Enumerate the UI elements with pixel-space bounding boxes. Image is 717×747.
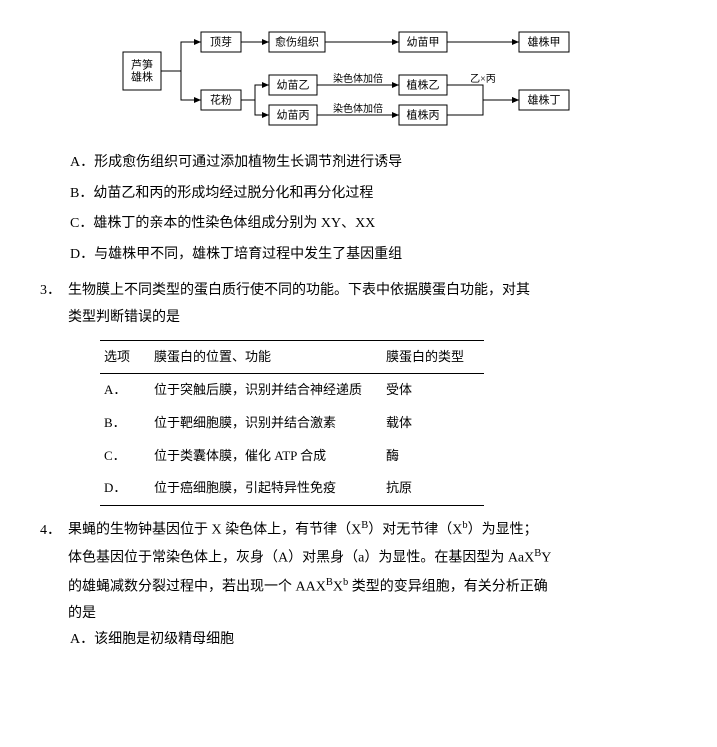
svg-text:植株丙: 植株丙 [406, 108, 439, 122]
svg-text:幼苗乙: 幼苗乙 [276, 79, 309, 92]
svg-text:花粉: 花粉 [210, 94, 232, 107]
svg-text:顶芽: 顶芽 [210, 35, 232, 49]
flowchart-diagram: 芦笋雄株顶芽花粉愈伤组织幼苗乙幼苗丙幼苗甲植株乙植株丙雄株甲雄株丁染色体加倍染色… [40, 20, 677, 130]
question-4: 4．果蝇的生物钟基因位于 X 染色体上，有节律（XB）对无节律（Xb）为显性； … [40, 516, 677, 654]
q4-option-a: A．该细胞是初级精母细胞 [70, 627, 677, 654]
svg-text:染色体加倍: 染色体加倍 [333, 102, 383, 115]
option-c-text: 雄株丁的亲本的性染色体组成分别为 XY、XX [93, 216, 375, 231]
sup-B3: B [326, 577, 333, 588]
table-row: A．位于突触后膜，识别并结合神经递质受体 [100, 374, 484, 407]
option-d-text: 与雄株甲不同，雄株丁培育过程中发生了基因重组 [94, 247, 402, 262]
q3-stem: 3．生物膜上不同类型的蛋白质行使不同的功能。下表中依据膜蛋白功能，对其 [40, 278, 677, 305]
table-row: B．位于靶细胞膜，识别并结合激素载体 [100, 407, 484, 440]
q4-line2: 体色基因位于常染色体上，灰身（A）对黑身（a）为显性。在基因型为 AaXBY [68, 544, 677, 572]
option-b: B．幼苗乙和丙的形成均经过脱分化和再分化过程 [70, 181, 677, 208]
q3-num: 3． [40, 278, 68, 305]
option-a-text: 形成愈伤组织可通过添加植物生长调节剂进行诱导 [94, 155, 402, 170]
th-function: 膜蛋白的位置、功能 [150, 340, 382, 374]
table-row: C．位于类囊体膜，催化 ATP 合成酶 [100, 440, 484, 473]
svg-text:雄株丁: 雄株丁 [527, 93, 560, 107]
svg-text:芦笋: 芦笋 [131, 58, 153, 72]
q4-line4: 的是 [68, 601, 677, 628]
option-c: C．雄株丁的亲本的性染色体组成分别为 XY、XX [70, 211, 677, 238]
question-3: 3．生物膜上不同类型的蛋白质行使不同的功能。下表中依据膜蛋白功能，对其 类型判断… [40, 278, 677, 506]
svg-text:雄株: 雄株 [131, 70, 153, 84]
svg-text:幼苗丙: 幼苗丙 [276, 109, 309, 122]
svg-text:植株乙: 植株乙 [406, 78, 439, 92]
option-b-text: 幼苗乙和丙的形成均经过脱分化和再分化过程 [93, 186, 373, 201]
q4-num: 4． [40, 518, 68, 545]
svg-text:染色体加倍: 染色体加倍 [333, 72, 383, 85]
svg-text:雄株甲: 雄株甲 [527, 35, 560, 49]
svg-text:幼苗甲: 幼苗甲 [406, 36, 439, 49]
svg-text:愈伤组织: 愈伤组织 [275, 35, 319, 49]
q2-options: A．形成愈伤组织可通过添加植物生长调节剂进行诱导 B．幼苗乙和丙的形成均经过脱分… [70, 150, 677, 268]
membrane-protein-table: 选项 膜蛋白的位置、功能 膜蛋白的类型 A．位于突触后膜，识别并结合神经递质受体… [100, 340, 484, 506]
option-d: D．与雄株甲不同，雄株丁培育过程中发生了基因重组 [70, 242, 677, 269]
table-header-row: 选项 膜蛋白的位置、功能 膜蛋白的类型 [100, 340, 484, 374]
q4-option-a-text: 该细胞是初级精母细胞 [94, 632, 234, 647]
th-type: 膜蛋白的类型 [382, 340, 484, 374]
q3-stem-l1: 生物膜上不同类型的蛋白质行使不同的功能。下表中依据膜蛋白功能，对其 [68, 283, 530, 298]
q4-line3: 的雄蝇减数分裂过程中，若出现一个 AAXBXb 类型的变异组胞，有关分析正确 [68, 573, 677, 601]
q4-line1: 4．果蝇的生物钟基因位于 X 染色体上，有节律（XB）对无节律（Xb）为显性； [40, 516, 677, 544]
q3-stem-l2: 类型判断错误的是 [68, 305, 677, 332]
svg-text:乙×丙: 乙×丙 [470, 73, 496, 85]
th-option: 选项 [100, 340, 150, 374]
table-row: D．位于癌细胞膜，引起特异性免疫抗原 [100, 472, 484, 505]
flowchart-svg: 芦笋雄株顶芽花粉愈伤组织幼苗乙幼苗丙幼苗甲植株乙植株丙雄株甲雄株丁染色体加倍染色… [119, 20, 599, 130]
option-a: A．形成愈伤组织可通过添加植物生长调节剂进行诱导 [70, 150, 677, 177]
